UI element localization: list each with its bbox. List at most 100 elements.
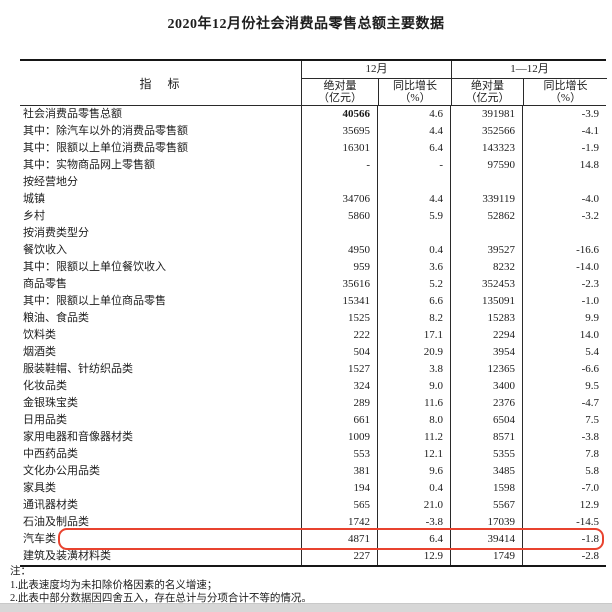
cell-ytd-absolute: 3485: [450, 463, 522, 480]
cell-dec-yoy: 5.2: [377, 276, 450, 293]
cell-ytd-absolute: 39414: [450, 531, 522, 548]
cell-dec-absolute: 4950: [301, 242, 377, 259]
cell-ytd-absolute: 3400: [450, 378, 522, 395]
cell-dec-absolute: 35695: [301, 123, 377, 140]
cell-dec-absolute: 16301: [301, 140, 377, 157]
cell-ytd-absolute: 8232: [450, 259, 522, 276]
row-label: 石油及制品类: [23, 516, 89, 528]
cell-ytd-absolute: 97590: [450, 157, 522, 174]
cell-dec-yoy: 20.9: [377, 344, 450, 361]
row-label: 建筑及装潢材料类: [23, 550, 111, 562]
row-label: 中西药品类: [23, 448, 78, 460]
row-label: 城镇: [23, 193, 45, 205]
cell-dec-absolute: 959: [301, 259, 377, 276]
header-line: （亿元）: [465, 92, 510, 104]
header-line: 绝对量: [471, 80, 504, 92]
header-dec-absolute: 绝对量 （亿元）: [302, 79, 378, 105]
cell-dec-absolute: 15341: [301, 293, 377, 310]
cell-dec-yoy: 9.6: [377, 463, 450, 480]
cell-ytd-absolute: 2376: [450, 395, 522, 412]
cell-dec-yoy: 4.4: [377, 191, 450, 208]
cell-dec-yoy: 0.4: [377, 242, 450, 259]
cell-dec-absolute: 553: [301, 446, 377, 463]
table-row: 通讯器材类 565 21.0 5567 12.9: [20, 497, 606, 514]
cell-dec-absolute: 227: [301, 548, 377, 565]
table-row: 粮油、食品类 1525 8.2 15283 9.9: [20, 310, 606, 327]
cell-ytd-yoy: 9.9: [522, 310, 606, 327]
cell-dec-absolute: 661: [301, 412, 377, 429]
header-line: 同比增长: [543, 80, 588, 92]
cell-dec-absolute: 1525: [301, 310, 377, 327]
bottom-gray-strip: [0, 603, 612, 612]
header-line: （%）: [549, 92, 582, 104]
cell-dec-absolute: -: [301, 157, 377, 174]
table-body: 社会消费品零售总额 40566 4.6 391981 -3.9 其中：除汽车以外…: [20, 106, 606, 565]
cell-ytd-yoy: -16.6: [522, 242, 606, 259]
cell-dec-absolute: 222: [301, 327, 377, 344]
header-indicator: 指 标: [139, 76, 182, 91]
row-label: 化妆品类: [23, 380, 67, 392]
row-label: 饮料类: [23, 329, 56, 341]
row-label: 商品零售: [23, 278, 67, 290]
cell-dec-absolute: 34706: [301, 191, 377, 208]
cell-ytd-yoy: -1.8: [522, 531, 606, 548]
header-line: 同比增长: [393, 80, 437, 92]
row-label: 服装鞋帽、针纺织品类: [23, 363, 133, 375]
cell-ytd-yoy: -4.0: [522, 191, 606, 208]
cell-dec-yoy: 0.4: [377, 480, 450, 497]
cell-ytd-absolute: [450, 225, 522, 242]
cell-ytd-absolute: 1749: [450, 548, 522, 565]
cell-dec-absolute: 4871: [301, 531, 377, 548]
cell-dec-yoy: 17.1: [377, 327, 450, 344]
cell-dec-yoy: -: [377, 157, 450, 174]
cell-ytd-absolute: 391981: [450, 106, 522, 123]
row-label: 通讯器材类: [23, 499, 78, 511]
cell-dec-yoy: -3.8: [377, 514, 450, 531]
table-header: 指 标 12月 1—12月 绝对量 （亿元） 同比增长 （%）: [20, 61, 607, 106]
cell-ytd-yoy: -3.2: [522, 208, 606, 225]
cell-dec-yoy: 12.9: [377, 548, 450, 565]
cell-dec-yoy: 4.4: [377, 123, 450, 140]
header-ytd-yoy: 同比增长 （%）: [523, 79, 607, 105]
cell-ytd-yoy: -2.8: [522, 548, 606, 565]
cell-ytd-yoy: 14.0: [522, 327, 606, 344]
footnotes: 注： 1.此表速度均为未扣除价格因素的名义增速； 2.此表中部分数据因四舍五入，…: [10, 565, 312, 606]
table-row: 建筑及装潢材料类 227 12.9 1749 -2.8: [20, 548, 606, 565]
cell-ytd-yoy: -1.0: [522, 293, 606, 310]
table-row: 其中：限额以上单位商品零售 15341 6.6 135091 -1.0: [20, 293, 606, 310]
cell-ytd-absolute: 12365: [450, 361, 522, 378]
cell-ytd-yoy: -7.0: [522, 480, 606, 497]
table-row: 汽车类 4871 6.4 39414 -1.8: [20, 528, 606, 550]
table-row: 家具类 194 0.4 1598 -7.0: [20, 480, 606, 497]
cell-ytd-absolute: [450, 174, 522, 191]
cell-ytd-absolute: 3954: [450, 344, 522, 361]
cell-dec-yoy: 3.6: [377, 259, 450, 276]
cell-dec-yoy: 8.0: [377, 412, 450, 429]
cell-dec-absolute: 381: [301, 463, 377, 480]
header-line: 绝对量: [323, 80, 357, 92]
cell-ytd-absolute: 2294: [450, 327, 522, 344]
cell-dec-absolute: 289: [301, 395, 377, 412]
cell-dec-absolute: [301, 225, 377, 242]
cell-ytd-absolute: 52862: [450, 208, 522, 225]
table-row: 商品零售 35616 5.2 352453 -2.3: [20, 276, 606, 293]
cell-ytd-absolute: 17039: [450, 514, 522, 531]
table-row: 城镇 34706 4.4 339119 -4.0: [20, 191, 606, 208]
cell-ytd-absolute: 352453: [450, 276, 522, 293]
cell-dec-yoy: 21.0: [377, 497, 450, 514]
cell-ytd-yoy: -6.6: [522, 361, 606, 378]
cell-ytd-absolute: 8571: [450, 429, 522, 446]
cell-dec-absolute: 194: [301, 480, 377, 497]
cell-dec-yoy: 11.6: [377, 395, 450, 412]
table-row: 其中：实物商品网上零售额 - - 97590 14.8: [20, 157, 606, 174]
footnote-item: 2.此表中部分数据因四舍五入，存在总计与分项合计不等的情况。: [10, 593, 312, 604]
cell-ytd-yoy: 9.5: [522, 378, 606, 395]
cell-dec-absolute: 504: [301, 344, 377, 361]
table-row: 烟酒类 504 20.9 3954 5.4: [20, 344, 606, 361]
table-row: 饮料类 222 17.1 2294 14.0: [20, 327, 606, 344]
table-row: 其中：限额以上单位消费品零售额 16301 6.4 143323 -1.9: [20, 140, 606, 157]
table-row: 中西药品类 553 12.1 5355 7.8: [20, 446, 606, 463]
cell-ytd-yoy: -3.9: [522, 106, 606, 123]
row-label: 文化办公用品类: [23, 465, 100, 477]
